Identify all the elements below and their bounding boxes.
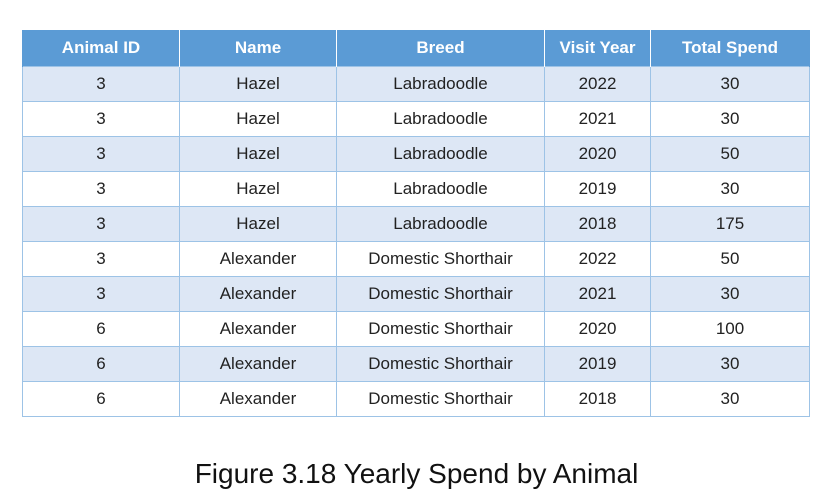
cell-total-spend: 30 <box>650 276 810 312</box>
cell-total-spend: 30 <box>650 381 810 417</box>
cell-visit-year: 2018 <box>544 381 651 417</box>
spend-table-container: Animal ID Name Breed Visit Year Total Sp… <box>22 30 810 417</box>
cell-breed: Domestic Shorthair <box>336 381 545 417</box>
cell-animal-id: 3 <box>22 206 180 242</box>
cell-animal-id: 6 <box>22 381 180 417</box>
table-header: Animal ID Name Breed Visit Year Total Sp… <box>22 30 810 67</box>
cell-visit-year: 2022 <box>544 66 651 102</box>
cell-total-spend: 30 <box>650 101 810 137</box>
cell-visit-year: 2019 <box>544 171 651 207</box>
cell-animal-id: 3 <box>22 171 180 207</box>
cell-name: Alexander <box>179 381 337 417</box>
cell-breed: Domestic Shorthair <box>336 346 545 382</box>
cell-total-spend: 100 <box>650 311 810 347</box>
cell-breed: Domestic Shorthair <box>336 276 545 312</box>
cell-visit-year: 2020 <box>544 136 651 172</box>
cell-total-spend: 175 <box>650 206 810 242</box>
table-row: 6 Alexander Domestic Shorthair 2018 30 <box>22 381 810 417</box>
cell-visit-year: 2019 <box>544 346 651 382</box>
cell-name: Alexander <box>179 311 337 347</box>
cell-breed: Labradoodle <box>336 136 545 172</box>
cell-total-spend: 30 <box>650 171 810 207</box>
cell-breed: Domestic Shorthair <box>336 311 545 347</box>
cell-breed: Labradoodle <box>336 66 545 102</box>
cell-animal-id: 6 <box>22 346 180 382</box>
cell-name: Hazel <box>179 101 337 137</box>
cell-name: Hazel <box>179 66 337 102</box>
table-row: 3 Hazel Labradoodle 2022 30 <box>22 66 810 102</box>
yearly-spend-table: Animal ID Name Breed Visit Year Total Sp… <box>22 30 810 417</box>
header-visit-year: Visit Year <box>544 30 651 67</box>
cell-name: Alexander <box>179 276 337 312</box>
cell-animal-id: 3 <box>22 241 180 277</box>
cell-visit-year: 2018 <box>544 206 651 242</box>
cell-name: Alexander <box>179 241 337 277</box>
table-row: 3 Hazel Labradoodle 2021 30 <box>22 101 810 137</box>
header-breed: Breed <box>336 30 545 67</box>
figure-caption: Figure 3.18 Yearly Spend by Animal <box>194 458 639 489</box>
cell-animal-id: 3 <box>22 136 180 172</box>
cell-total-spend: 30 <box>650 66 810 102</box>
cell-total-spend: 50 <box>650 136 810 172</box>
cell-breed: Labradoodle <box>336 101 545 137</box>
cell-total-spend: 50 <box>650 241 810 277</box>
cell-visit-year: 2021 <box>544 101 651 137</box>
table-row: 3 Alexander Domestic Shorthair 2021 30 <box>22 276 810 312</box>
header-total-spend: Total Spend <box>650 30 810 67</box>
table-row: 3 Hazel Labradoodle 2018 175 <box>22 206 810 242</box>
cell-animal-id: 6 <box>22 311 180 347</box>
cell-visit-year: 2022 <box>544 241 651 277</box>
table-body: 3 Hazel Labradoodle 2022 30 3 Hazel Labr… <box>22 66 810 417</box>
table-row: 3 Alexander Domestic Shorthair 2022 50 <box>22 241 810 277</box>
table-row: 6 Alexander Domestic Shorthair 2020 100 <box>22 311 810 347</box>
header-animal-id: Animal ID <box>22 30 180 67</box>
cell-animal-id: 3 <box>22 66 180 102</box>
table-row: 3 Hazel Labradoodle 2020 50 <box>22 136 810 172</box>
cell-name: Hazel <box>179 171 337 207</box>
table-row: 3 Hazel Labradoodle 2019 30 <box>22 171 810 207</box>
cell-animal-id: 3 <box>22 101 180 137</box>
table-row: 6 Alexander Domestic Shorthair 2019 30 <box>22 346 810 382</box>
cell-breed: Labradoodle <box>336 171 545 207</box>
header-row: Animal ID Name Breed Visit Year Total Sp… <box>22 30 810 67</box>
cell-name: Hazel <box>179 136 337 172</box>
cell-animal-id: 3 <box>22 276 180 312</box>
cell-name: Hazel <box>179 206 337 242</box>
cell-visit-year: 2021 <box>544 276 651 312</box>
cell-breed: Domestic Shorthair <box>336 241 545 277</box>
cell-visit-year: 2020 <box>544 311 651 347</box>
cell-total-spend: 30 <box>650 346 810 382</box>
header-name: Name <box>179 30 337 67</box>
cell-name: Alexander <box>179 346 337 382</box>
cell-breed: Labradoodle <box>336 206 545 242</box>
